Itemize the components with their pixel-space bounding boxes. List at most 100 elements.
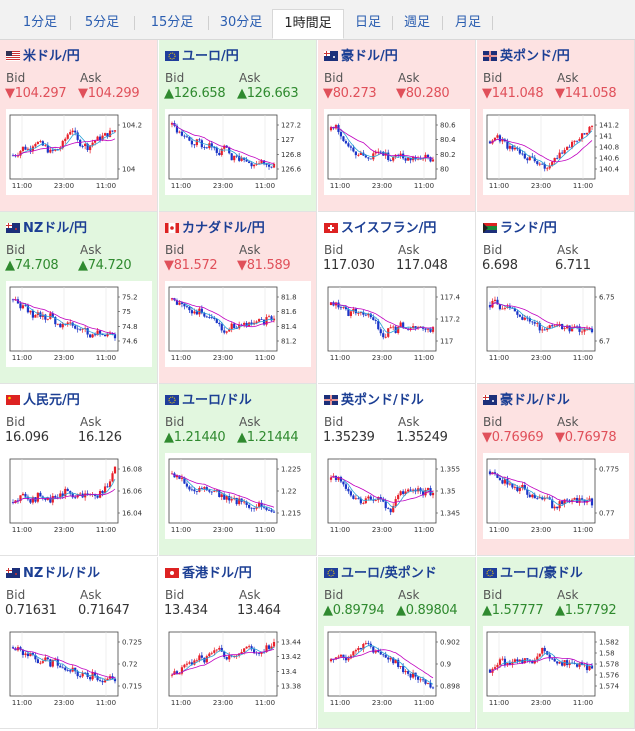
chart-area[interactable]: 0.725 0.72 0.715 11:00 23:00 11:00 [6, 626, 152, 712]
currency-panel[interactable]: カナダドル/円 Bid Ask ▼81.572 ▼81.589 81.8 81.6 81.4 8… [159, 212, 317, 384]
chart-area[interactable]: 0.775 0.77 11:00 23:00 11:00 [483, 453, 629, 539]
pair-title[interactable]: カナダドル/円 [165, 217, 265, 237]
candle-body [103, 680, 107, 683]
candle-body [71, 130, 74, 133]
candle-body [501, 658, 504, 660]
chart-area[interactable]: 104.2 104 11:00 23:00 11:00 [6, 109, 152, 195]
candle-body [180, 477, 184, 479]
candle-body [228, 329, 231, 332]
candle-body [362, 503, 365, 504]
tab-0[interactable]: 1分足 [22, 15, 58, 30]
candle-body [79, 139, 82, 147]
pair-title[interactable]: ランド/円 [483, 217, 557, 237]
chart-area[interactable]: 1.225 1.22 1.215 11:00 23:00 11:00 [165, 453, 311, 539]
chart-area[interactable]: 141.2 141 140.8 140.6 140.4 11:00 23:00 11:00 [483, 109, 629, 195]
currency-panel[interactable]: ユーロ/英ポンド Bid Ask ▲0.89794 ▲0.89804 0.902 0.9 0.… [318, 557, 476, 729]
pair-title[interactable]: 豪ドル/円 [324, 45, 398, 65]
currency-panel[interactable]: 米ドル/円 Bid Ask ▼104.297 ▼104.299 104.2 104 11:00… [0, 40, 158, 212]
currency-panel[interactable]: ユーロ/円 Bid Ask ▲126.658 ▲126.663 127.2 127 126.8… [159, 40, 317, 212]
candle-body [91, 334, 94, 338]
currency-panel[interactable]: 豪ドル/円 Bid Ask ▼80.273 ▼80.280 80.6 80.4 80.2 80 1… [318, 40, 476, 212]
candle-body [175, 300, 179, 305]
candle-body [409, 157, 412, 161]
tab-5[interactable]: 日足 [354, 15, 381, 30]
currency-panel[interactable]: NZドル/ドル Bid Ask 0.71631 0.71647 0.725 0.72 0.71… [0, 557, 158, 729]
chart-area[interactable]: 75.2 75 74.8 74.6 11:00 23:00 11:00 [6, 281, 152, 367]
chart-area[interactable]: 1.355 1.35 1.345 11:00 23:00 11:00 [324, 453, 470, 539]
y-tick-label: 104.2 [122, 122, 142, 130]
tab-2[interactable]: 15分足 [150, 15, 194, 30]
flag-za-icon [483, 223, 497, 233]
tab-6[interactable]: 週足 [403, 15, 430, 30]
currency-panel[interactable]: ランド/円 Bid Ask 6.698 6.711 6.75 6.7 11:00 23:00 11… [477, 212, 635, 384]
currency-panel[interactable]: ユーロ/ドル Bid Ask ▲1.21440 ▲1.21444 1.225 1.22 1.2… [159, 384, 317, 556]
x-tick-label: 11:00 [171, 354, 191, 362]
short-ma-line [171, 122, 275, 166]
pair-title[interactable]: ユーロ/豪ドル [483, 562, 583, 582]
currency-panel[interactable]: NZドル/円 Bid Ask ▲74.708 ▲74.720 75.2 75 74.8 74.6… [0, 212, 158, 384]
candle-body [81, 146, 84, 147]
tab-7[interactable]: 月足 [454, 15, 481, 30]
chart-area[interactable]: 81.8 81.6 81.4 81.2 11:00 23:00 11:00 [165, 281, 311, 367]
currency-panel[interactable]: ユーロ/豪ドル Bid Ask ▲1.57777 ▲1.57792 1.582 1.58 1.… [477, 557, 635, 729]
candle-body [218, 647, 221, 650]
pair-title[interactable]: スイスフラン/円 [324, 217, 436, 237]
y-tick-label: 16.06 [122, 488, 143, 496]
chart-area[interactable]: 80.6 80.4 80.2 80 11:00 23:00 11:00 [324, 109, 470, 195]
pair-title[interactable]: 豪ドル/ドル [483, 389, 570, 409]
bid-value: ▲0.89794 [323, 603, 385, 618]
pair-title[interactable]: 香港ドル/円 [165, 562, 252, 582]
candle-body [267, 645, 271, 649]
currency-panel[interactable]: スイスフラン/円 Bid Ask 117.030 117.048 117.4 117.2 11… [318, 212, 476, 384]
candle-body [243, 501, 246, 503]
x-tick-label: 23:00 [531, 526, 551, 534]
chart-area[interactable]: 16.08 16.06 16.04 11:00 23:00 11:00 [6, 453, 152, 539]
ask-label: Ask [80, 588, 102, 602]
x-tick-label: 11:00 [330, 354, 350, 362]
chart-area[interactable]: 117.4 117.2 117 11:00 23:00 11:00 [324, 281, 470, 367]
currency-panel[interactable]: 英ポンド/ドル Bid Ask 1.35239 1.35249 1.355 1.35 1.34… [318, 384, 476, 556]
candle-body [426, 488, 430, 490]
chart-area[interactable]: 6.75 6.7 11:00 23:00 11:00 [483, 281, 629, 367]
currency-panel[interactable]: 豪ドル/ドル Bid Ask ▼0.76969 ▼0.76978 0.775 0.77 11:… [477, 384, 635, 556]
candle-body [272, 163, 276, 168]
y-tick-label: 80.6 [440, 122, 456, 130]
candle-body [521, 316, 524, 320]
chart-area[interactable]: 13.44 13.42 13.4 13.38 11:00 23:00 11:00 [165, 626, 311, 712]
chart-area[interactable]: 127.2 127 126.8 126.6 11:00 23:00 11:00 [165, 109, 311, 195]
candle-body [590, 328, 594, 333]
candle-body [575, 140, 579, 142]
currency-panel[interactable]: 香港ドル/円 Bid Ask 13.434 13.464 13.44 13.42 13.4 13… [159, 557, 317, 729]
candle-body [24, 493, 27, 497]
currency-panel[interactable]: 人民元/円 Bid Ask 16.096 16.126 16.08 16.06 16.04 11… [0, 384, 158, 556]
pair-title[interactable]: NZドル/円 [6, 217, 87, 237]
y-tick-label: 81.8 [281, 294, 297, 302]
chart-area[interactable]: 1.582 1.58 1.578 1.576 1.574 11:00 23:00 11:00 [483, 626, 629, 712]
ask-label: Ask [80, 71, 102, 85]
candle-body [31, 310, 35, 318]
tab-4[interactable]: 1時間足 [272, 9, 344, 39]
pair-title[interactable]: ユーロ/円 [165, 45, 239, 65]
candle-body [354, 151, 357, 156]
flag-eu-icon [165, 51, 179, 61]
candle-body [503, 307, 507, 309]
ask-value: ▼81.589 [237, 258, 291, 273]
pair-title[interactable]: 人民元/円 [6, 389, 80, 409]
pair-title[interactable]: 米ドル/円 [6, 45, 80, 65]
chart-area[interactable]: 0.902 0.9 0.898 11:00 23:00 11:00 [324, 626, 470, 712]
y-tick-label: 74.8 [122, 323, 138, 331]
pair-title[interactable]: ユーロ/英ポンド [324, 562, 437, 582]
pair-title[interactable]: 英ポンド/円 [483, 45, 570, 65]
tab-1[interactable]: 5分足 [84, 15, 120, 30]
pair-title[interactable]: ユーロ/ドル [165, 389, 252, 409]
tab-3[interactable]: 30分足 [219, 15, 263, 30]
candle-body [96, 330, 99, 336]
pair-title[interactable]: NZドル/ドル [6, 562, 100, 582]
currency-panel[interactable]: 英ポンド/円 Bid Ask ▼141.048 ▼141.058 141.2 141 140.… [477, 40, 635, 212]
x-tick-label: 11:00 [414, 354, 434, 362]
candle-body [521, 485, 524, 489]
candle-body [91, 672, 94, 680]
candle-body [556, 157, 559, 159]
pair-title[interactable]: 英ポンド/ドル [324, 389, 424, 409]
long-ma-line [12, 488, 116, 504]
